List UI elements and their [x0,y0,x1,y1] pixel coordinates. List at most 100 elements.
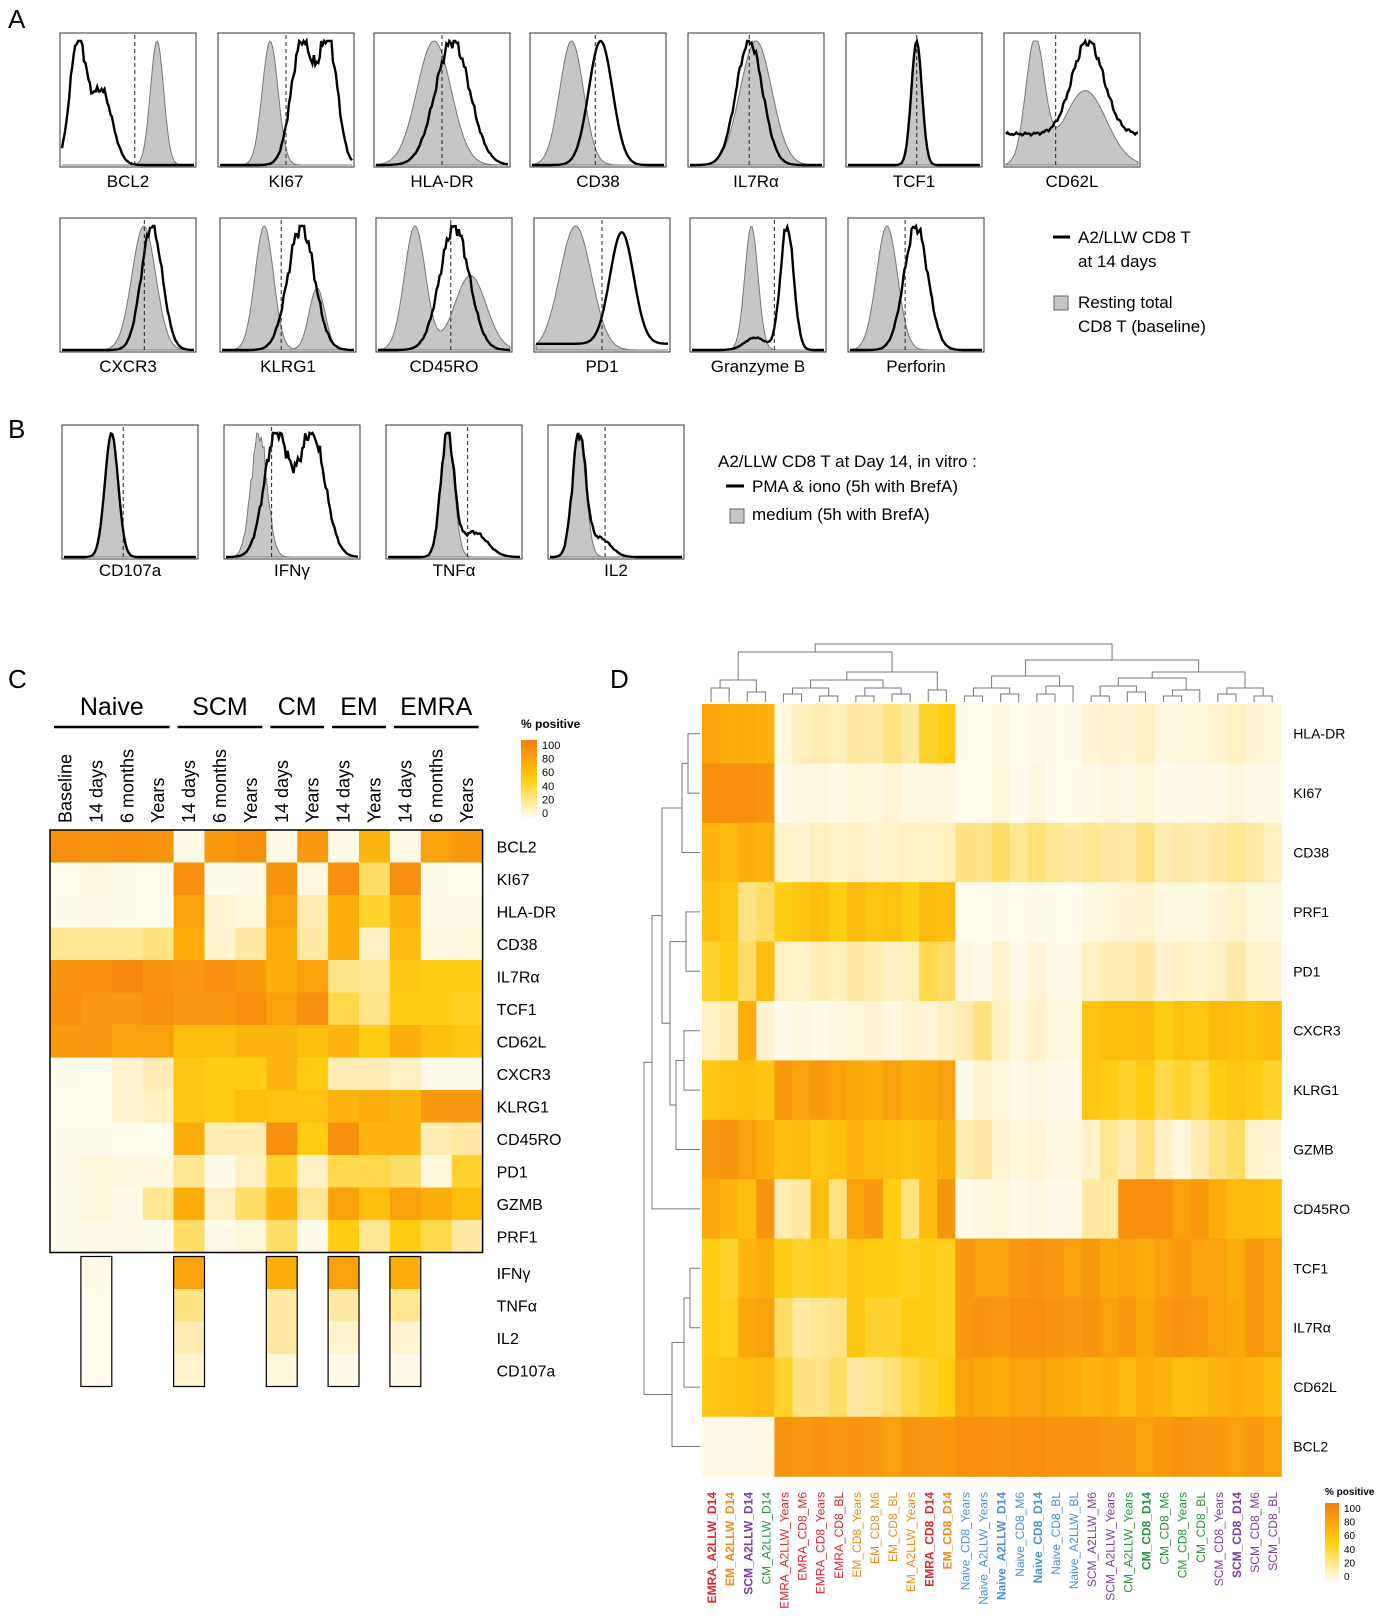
heatmap-cell [1027,1416,1047,1477]
heatmap-cell [919,1001,938,1061]
heatmap-cell [1154,1416,1174,1477]
heatmap-cell [846,1416,866,1477]
heatmap-cell [846,882,866,943]
heatmap-cell [756,1238,775,1299]
heatmap-cell [1082,1238,1101,1299]
heatmap-cell [864,1357,884,1418]
heatmap-cell [883,822,902,883]
heatmap-cell [991,1179,1011,1240]
row-label: TCF1 [497,1002,537,1019]
heatmap-cell [1154,763,1174,824]
heatmap-cell [1226,882,1246,943]
legend-tick: 60 [1344,1531,1356,1542]
heatmap-cell [328,992,360,1026]
heatmap-cell [864,1238,884,1299]
heatmap-cell [142,927,175,961]
heatmap-cell [1245,822,1264,883]
heatmap-cell [1172,1357,1192,1418]
heatmap-cell [359,992,391,1026]
heatmap-cell [1118,1060,1137,1121]
panel-d-heatmap: HLA-DR KI67 CD38 PRF1 PD1 CXCR3 KLRG1 GZMB CD45R… [702,704,1350,1609]
function-cell [328,1321,359,1355]
heatmap-cell [1190,763,1210,824]
heatmap-cell [204,830,236,864]
function-cell [389,1354,421,1388]
heatmap-cell [1190,941,1210,1002]
heatmap-cell [1208,882,1228,943]
heatmap-cell [204,992,236,1026]
column-label: SCM_CD8_Years [1212,1492,1226,1586]
heatmap-cell [173,830,206,864]
heatmap-cell [901,1060,920,1121]
heatmap-cell [173,1220,206,1254]
heatmap-cell [1045,882,1065,943]
sample-histogram [376,38,509,167]
heatmap-cell [266,927,298,961]
heatmap-cell [720,1001,739,1061]
heatmap-cell [50,1220,82,1254]
function-column-frame [80,1255,113,1388]
dendrogram-branch [1025,659,1200,676]
heatmap-cell [50,927,82,961]
heatmap-cell [846,1179,866,1240]
heatmap-cell [1190,822,1210,883]
heatmap-cell [846,1357,866,1418]
heatmap-cell [1245,1001,1264,1061]
dendrogram-branch [1117,677,1187,690]
heatmap-cell [173,862,206,896]
heatmap-cell [1245,1179,1264,1240]
heatmap-cell [1263,882,1282,943]
heatmap-cell [1136,941,1156,1002]
heatmap-cell [756,1357,775,1418]
heatmap-cell [792,763,812,824]
heatmap-cell [991,704,1011,764]
function-cell [266,1289,298,1323]
heatmap-cell [235,895,267,929]
sample-histogram [222,224,355,352]
heatmap-cell [973,1001,993,1061]
column-label: 6 months [426,749,446,823]
heatmap-cell [774,1238,794,1299]
heatmap-cell [738,1238,757,1299]
heatmap-cell [266,1090,298,1124]
heatmap-cell [828,763,848,824]
column-label: EMRA_CD8_BL [832,1492,846,1579]
dendrogram-branch [1126,691,1146,702]
heatmap-cell [111,1220,144,1254]
row-label: CXCR3 [497,1067,551,1084]
heatmap-cell [142,1220,175,1254]
heatmap-cell [955,1060,975,1121]
heatmap-cell [297,1090,329,1124]
legend-tick: 100 [542,740,560,752]
heatmap-cell [955,822,975,883]
heatmap-cell [792,882,812,943]
row-label: KLRG1 [497,1099,550,1116]
heatmap-cell [973,704,993,764]
panel-label-a: A [8,4,26,34]
heatmap-cell [204,1025,236,1059]
heatmap-cell [204,1122,236,1156]
row-label: CD107a [497,1363,556,1380]
heatmap-cell [359,1122,391,1156]
heatmap-cell [451,992,484,1026]
heatmap-cell [846,1119,866,1180]
group-label: SCM [192,693,248,721]
heatmap-cell [50,1187,82,1221]
heatmap-cell [1100,704,1119,764]
heatmap-cell [1172,1001,1192,1061]
heatmap-cell [1172,1238,1192,1299]
heatmap-cell [1064,1001,1083,1061]
heatmap-cell [1136,1179,1156,1240]
heatmap-cell [389,992,422,1026]
heatmap-cell [80,1187,113,1221]
heatmap-cell [738,1357,757,1418]
heatmap-cell [142,895,175,929]
heatmap-cell [389,895,422,929]
heatmap-cell [359,862,391,896]
histogram-label: KI67 [269,172,304,191]
row-label: CD45RO [1293,1201,1350,1217]
heatmap-cell [810,822,830,883]
heatmap-cell [1136,882,1156,943]
sample-histogram [378,224,510,352]
heatmap-cell [1208,822,1228,883]
